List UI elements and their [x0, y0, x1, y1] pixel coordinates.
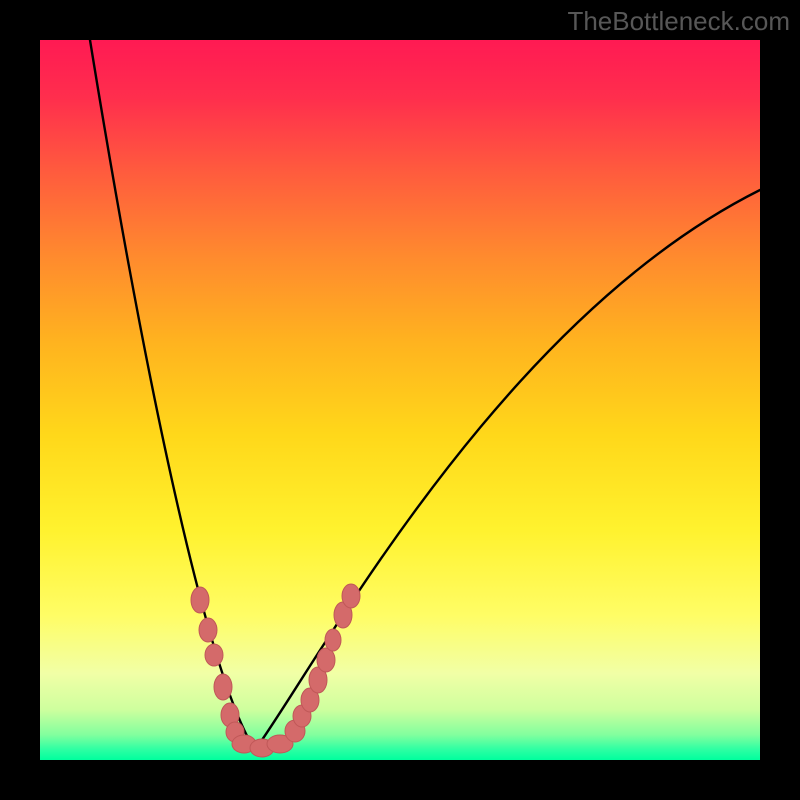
- curve-marker: [205, 644, 223, 666]
- watermark-label: TheBottleneck.com: [567, 6, 790, 37]
- curve-marker: [214, 674, 232, 700]
- curve-marker: [191, 587, 209, 613]
- curve-marker: [342, 584, 360, 608]
- curve-marker: [199, 618, 217, 642]
- bottleneck-curve: [90, 40, 760, 750]
- chart-stage: TheBottleneck.com: [0, 0, 800, 800]
- plot-svg: [40, 40, 760, 760]
- plot-area: [40, 40, 760, 760]
- curve-marker: [317, 648, 335, 672]
- curve-marker: [325, 629, 341, 651]
